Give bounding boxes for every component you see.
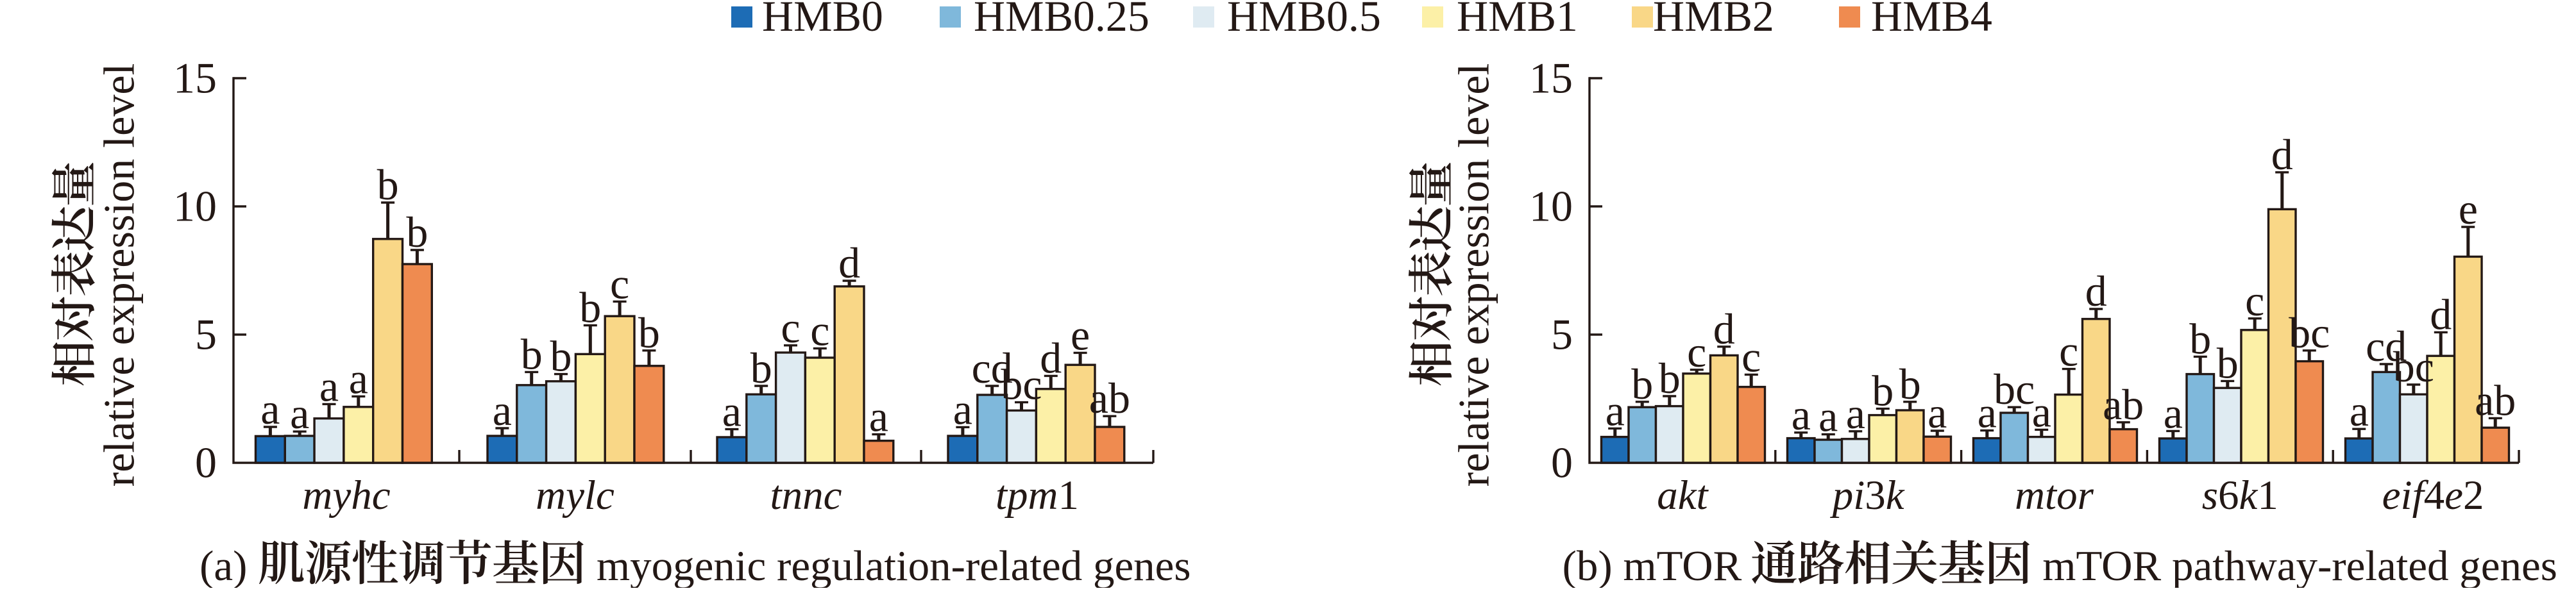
svg-text:d: d [2085, 267, 2107, 315]
svg-text:a: a [319, 362, 339, 410]
svg-text:mylc: mylc [536, 472, 614, 519]
svg-text:cd: cd [972, 344, 1013, 392]
svg-text:5: 5 [1551, 310, 1573, 359]
svg-text:a: a [722, 387, 741, 436]
svg-text:pi3k: pi3k [1830, 472, 1905, 519]
svg-text:mtor: mtor [2015, 472, 2094, 519]
svg-text:HMB4: HMB4 [1871, 0, 1992, 40]
svg-text:b: b [406, 208, 428, 256]
svg-text:c: c [1687, 328, 1706, 376]
svg-text:a: a [2032, 387, 2051, 436]
svg-text:c: c [2059, 327, 2078, 376]
svg-text:c: c [2245, 276, 2264, 325]
svg-text:b: b [377, 160, 399, 209]
svg-text:d: d [838, 238, 860, 287]
svg-text:ab: ab [1089, 374, 1130, 422]
svg-text:15: 15 [173, 54, 217, 103]
svg-text:eif4e2: eif4e2 [2382, 472, 2484, 519]
svg-text:a: a [953, 385, 972, 433]
svg-text:b: b [521, 329, 543, 378]
svg-text:myhc: myhc [302, 472, 390, 519]
svg-text:d: d [2430, 290, 2452, 338]
svg-text:ab: ab [2475, 376, 2516, 424]
svg-text:a: a [2164, 388, 2183, 437]
svg-text:0: 0 [1551, 438, 1573, 487]
svg-text:15: 15 [1529, 54, 1573, 103]
svg-text:b: b [2189, 314, 2211, 363]
svg-text:akt: akt [1657, 472, 1709, 519]
svg-text:b: b [579, 283, 601, 332]
svg-text:d: d [2271, 130, 2293, 179]
svg-text:a: a [1928, 388, 1947, 437]
svg-text:relative expression level: relative expression level [1450, 63, 1498, 487]
svg-text:tnnc: tnnc [770, 472, 842, 519]
svg-text:bc: bc [1001, 360, 1042, 409]
svg-text:a: a [869, 392, 888, 441]
svg-text:e: e [2459, 185, 2478, 233]
svg-text:a: a [290, 389, 309, 438]
svg-text:ab: ab [2103, 380, 2144, 429]
svg-text:5: 5 [195, 310, 217, 359]
svg-text:s6k1: s6k1 [2202, 472, 2278, 519]
svg-text:d: d [1713, 304, 1735, 353]
svg-text:tpm1: tpm1 [996, 472, 1079, 519]
svg-text:10: 10 [1529, 182, 1573, 231]
svg-text:c: c [610, 259, 629, 308]
svg-text:a: a [1978, 388, 1997, 437]
svg-text:c: c [810, 306, 829, 355]
svg-text:c: c [781, 303, 800, 352]
svg-text:10: 10 [173, 182, 217, 231]
svg-text:a: a [349, 354, 368, 403]
svg-text:b: b [1872, 367, 1894, 415]
svg-text:a: a [1818, 392, 1838, 441]
svg-text:a: a [1606, 386, 1625, 435]
svg-text:e: e [1071, 310, 1090, 359]
svg-text:relative expression level: relative expression level [95, 63, 144, 487]
svg-text:b: b [1631, 360, 1653, 408]
svg-text:a: a [493, 386, 512, 435]
svg-text:b: b [2217, 338, 2239, 387]
svg-text:(b) mTOR: (b) mTOR [1563, 542, 1742, 588]
svg-text:bc: bc [2289, 308, 2330, 357]
svg-text:bc: bc [2393, 342, 2434, 391]
svg-text:mTOR pathway-related genes: mTOR pathway-related genes [2032, 542, 2557, 588]
svg-text:d: d [1040, 333, 1062, 382]
svg-text:b: b [1899, 360, 1921, 408]
svg-text:HMB0.25: HMB0.25 [974, 0, 1149, 40]
svg-text:cd: cd [2366, 322, 2407, 370]
svg-text:a: a [2350, 387, 2369, 435]
svg-text:HMB2: HMB2 [1653, 0, 1774, 40]
svg-text:c: c [1741, 332, 1761, 381]
svg-text:0: 0 [195, 438, 217, 487]
svg-text:a: a [1792, 390, 1811, 439]
svg-text:b: b [1659, 354, 1681, 403]
svg-text:(a): (a) [199, 542, 247, 588]
svg-text:a: a [260, 385, 280, 433]
svg-text:myogenic regulation-related ge: myogenic regulation-related genes [586, 542, 1191, 588]
svg-text:b: b [750, 344, 772, 392]
svg-text:HMB0: HMB0 [762, 0, 883, 40]
svg-text:b: b [638, 308, 660, 357]
svg-text:a: a [1846, 389, 1865, 438]
svg-text:HMB1: HMB1 [1457, 0, 1578, 40]
svg-text:bc: bc [1994, 365, 2035, 413]
svg-text:b: b [550, 332, 572, 381]
svg-text:HMB0.5: HMB0.5 [1227, 0, 1381, 40]
